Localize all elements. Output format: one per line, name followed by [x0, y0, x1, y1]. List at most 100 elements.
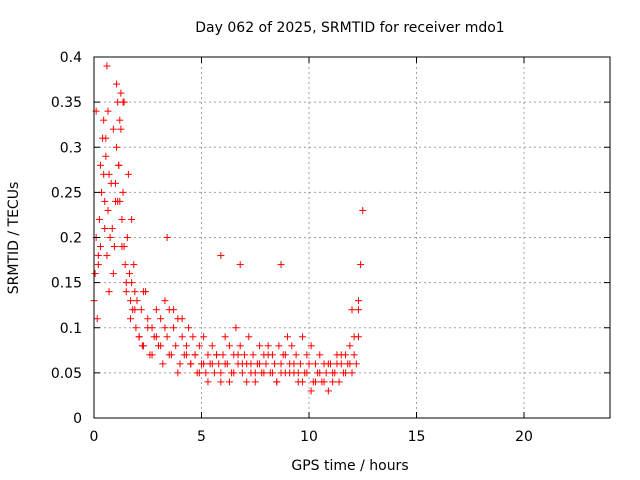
data-point: [133, 297, 141, 305]
data-point: [109, 270, 117, 278]
data-point: [139, 288, 147, 296]
data-point: [348, 369, 356, 377]
data-point: [346, 342, 354, 350]
data-point: [148, 351, 156, 359]
data-point: [213, 351, 221, 359]
data-point: [294, 369, 302, 377]
chart-title: Day 062 of 2025, SRMTID for receiver mdo…: [195, 20, 504, 36]
data-point: [329, 369, 337, 377]
data-point: [284, 333, 291, 341]
data-point: [305, 360, 313, 368]
data-point: [131, 288, 139, 296]
data-point: [172, 342, 180, 350]
data-point: [127, 297, 135, 305]
data-point: [329, 378, 337, 386]
data-point: [94, 252, 102, 260]
data-point: [178, 333, 186, 341]
data-point: [264, 351, 272, 359]
data-point: [221, 333, 229, 341]
data-point: [241, 351, 248, 359]
y-tick-label: 0.25: [51, 185, 82, 201]
data-point: [348, 306, 356, 314]
data-point: [311, 360, 319, 368]
data-point: [277, 261, 285, 269]
x-tick-label: 0: [90, 429, 99, 445]
data-point: [210, 369, 218, 377]
data-point: [118, 215, 126, 223]
data-point: [346, 360, 354, 368]
data-point: [307, 342, 315, 350]
data-point: [200, 333, 208, 341]
data-point: [124, 170, 132, 178]
data-point: [115, 161, 123, 169]
data-point: [221, 360, 229, 368]
data-point: [268, 369, 276, 377]
data-point: [123, 234, 131, 241]
y-tick-label: 0: [73, 411, 82, 427]
x-tick-label: 10: [300, 429, 318, 445]
data-point: [128, 215, 136, 223]
data-point: [200, 360, 208, 368]
data-point: [118, 243, 126, 251]
data-point: [105, 170, 113, 178]
data-point: [316, 351, 324, 359]
data-point: [131, 306, 139, 314]
data-point: [264, 342, 272, 350]
data-point: [236, 261, 244, 269]
data-point: [273, 378, 281, 386]
data-point: [290, 360, 298, 368]
data-point: [127, 315, 135, 323]
data-point: [113, 143, 121, 151]
data-point: [281, 351, 289, 359]
data-point: [195, 342, 203, 350]
data-point: [163, 333, 171, 341]
data-point: [157, 342, 165, 350]
data-point: [208, 342, 216, 350]
data-point: [359, 206, 367, 214]
data-point: [100, 116, 108, 124]
data-point: [303, 351, 311, 359]
data-point: [125, 270, 133, 278]
data-point: [350, 333, 358, 341]
data-point: [275, 342, 283, 350]
data-point: [299, 378, 307, 386]
data-point: [104, 107, 112, 115]
data-point: [119, 188, 127, 196]
data-point: [234, 351, 242, 359]
y-tick-label: 0.1: [60, 321, 82, 337]
data-point: [202, 369, 210, 377]
data-point: [109, 125, 117, 133]
data-point: [299, 333, 307, 341]
y-tick-label: 0.15: [51, 276, 82, 292]
data-point: [277, 360, 285, 368]
data-point: [238, 360, 246, 368]
y-tick-label: 0.4: [60, 50, 82, 66]
data-point: [91, 270, 99, 278]
data-point: [103, 252, 111, 260]
data-point: [152, 306, 160, 314]
data-point: [182, 342, 190, 350]
data-point: [163, 234, 171, 241]
data-point: [187, 360, 195, 368]
data-point: [159, 360, 167, 368]
data-point: [106, 234, 114, 241]
data-point: [316, 369, 324, 377]
y-tick-label: 0.3: [60, 140, 82, 156]
data-point: [208, 360, 216, 368]
data-point: [303, 369, 311, 377]
data-point: [342, 369, 350, 377]
x-tick-label: 20: [515, 429, 533, 445]
data-point: [152, 333, 160, 341]
y-tick-label: 0.05: [51, 366, 82, 382]
data-point: [230, 369, 238, 377]
data-point: [102, 134, 110, 142]
data-point: [320, 378, 328, 386]
data-point: [121, 261, 129, 269]
data-point: [94, 261, 102, 269]
data-point: [243, 378, 251, 386]
data-point: [104, 206, 112, 214]
data-point: [116, 197, 124, 205]
data-point: [105, 288, 113, 296]
y-tick-label: 0.2: [60, 231, 82, 247]
